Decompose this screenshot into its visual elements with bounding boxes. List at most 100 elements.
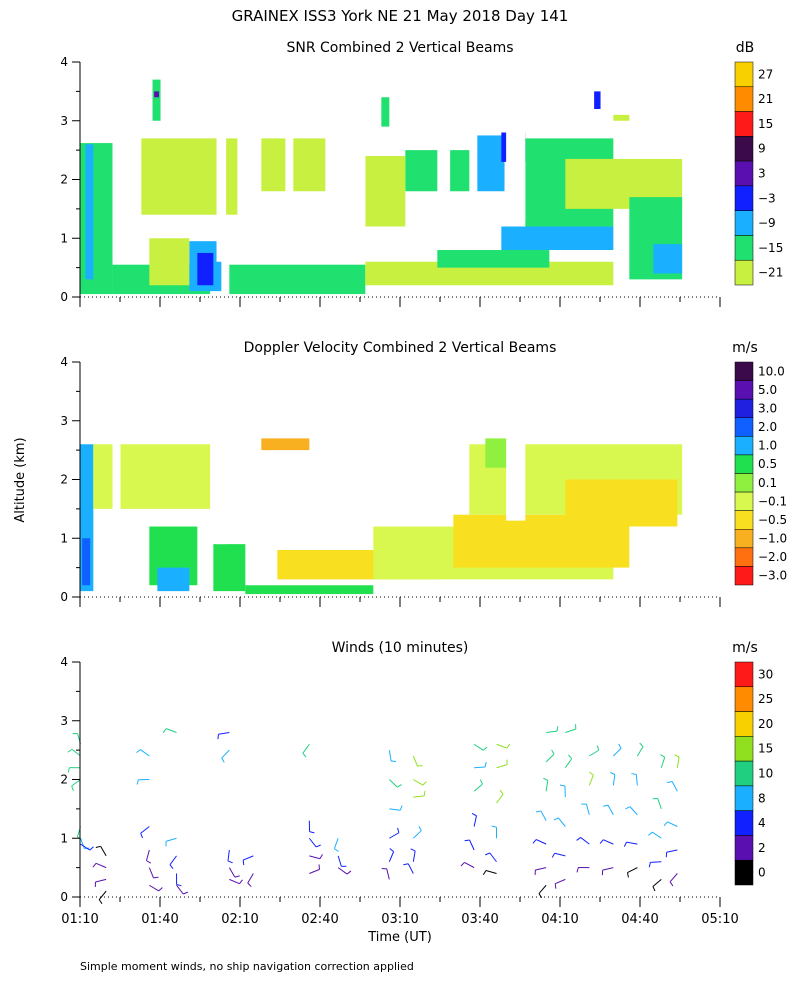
heatmap-cell	[82, 538, 91, 586]
wind-barb-flag	[315, 844, 321, 848]
colorbar-swatch	[734, 736, 754, 762]
wind-barb-flag	[89, 846, 94, 851]
colorbar-swatch	[734, 491, 754, 511]
wind-barb-flag	[648, 862, 651, 868]
plot-area	[80, 79, 683, 295]
wind-barb-flag	[464, 839, 470, 842]
colorbar-label: 30	[758, 667, 773, 681]
colorbar-label: −1.0	[758, 532, 787, 546]
wind-barb-flag	[71, 785, 74, 791]
y-tick-label: 4	[60, 55, 68, 69]
wind-barb-flag	[418, 826, 422, 831]
wind-barb	[388, 750, 392, 762]
wind-barb	[140, 826, 150, 834]
colorbar-swatch	[734, 136, 754, 162]
panel-2: Doppler Velocity Combined 2 Vertical Bea…	[60, 340, 787, 607]
colorbar-label: 10.0	[758, 364, 785, 378]
wind-barb	[140, 749, 150, 757]
colorbar-swatch	[734, 510, 754, 530]
wind-barb	[80, 838, 85, 849]
wind-barb-flag	[390, 760, 397, 763]
wind-barb-flag	[618, 743, 622, 749]
wind-barb	[165, 837, 177, 842]
wind-barb-flag	[559, 784, 566, 787]
wind-barb-flag	[417, 765, 423, 767]
wind-barb-flag	[482, 870, 487, 876]
colorbar-swatch	[734, 86, 754, 112]
colorbar-label: 3	[758, 167, 766, 181]
colorbar-label: −2.0	[758, 550, 787, 564]
colorbar-swatch	[734, 259, 754, 286]
plot-area	[80, 420, 683, 595]
wind-barb-flag	[67, 767, 71, 773]
wind-barb-flag	[153, 876, 159, 879]
wind-barb	[540, 810, 547, 821]
heatmap-cell	[152, 79, 161, 121]
wind-barb-flag	[217, 734, 219, 740]
colorbar-label: 8	[758, 791, 766, 805]
y-tick-label: 4	[60, 655, 68, 669]
x-tick-label: 02:10	[221, 912, 258, 927]
heatmap-cell	[157, 567, 190, 592]
wind-barb-flag	[506, 743, 511, 749]
wind-barb-flag	[576, 867, 579, 873]
y-tick-label: 0	[60, 590, 68, 604]
colorbar-label: 4	[758, 816, 766, 830]
wind-barb-flag	[669, 881, 674, 887]
wind-barb	[657, 798, 662, 810]
wind-barb	[651, 831, 662, 839]
wind-barb-flag	[242, 860, 245, 866]
heatmap-cell	[365, 156, 406, 227]
data-gap	[349, 120, 366, 227]
wind-barb-flag	[538, 893, 543, 899]
wind-barb-flag	[162, 728, 167, 733]
data-gap	[437, 120, 451, 221]
x-tick-label: 01:40	[141, 912, 178, 927]
wind-barb	[407, 863, 414, 874]
wind-barb-flag	[92, 862, 97, 868]
wind-barb	[176, 884, 184, 895]
colorbar-swatch	[734, 686, 754, 712]
wind-barb	[412, 850, 416, 862]
wind-barb-flag	[183, 891, 189, 895]
wind-barb	[388, 851, 395, 862]
colorbar-label: 21	[758, 92, 773, 106]
wind-barb-flag	[596, 745, 600, 751]
heatmap-cell	[197, 252, 214, 286]
data-gap	[285, 120, 294, 262]
heatmap-cell	[261, 438, 310, 451]
wind-barb	[545, 753, 555, 763]
wind-barb	[166, 728, 177, 733]
colorbar-label: 0.1	[758, 476, 777, 490]
wind-barb	[388, 779, 398, 788]
colorbar-swatch	[734, 235, 754, 261]
colorbar-swatch	[734, 785, 754, 811]
heatmap-cell	[501, 226, 614, 250]
colorbar-swatch	[734, 835, 754, 861]
data-gap	[437, 420, 451, 521]
wind-barb	[603, 839, 614, 845]
x-tick-label: 02:40	[301, 912, 338, 927]
x-tick-label: 03:40	[461, 912, 498, 927]
wind-barb	[650, 861, 662, 863]
wind-barb-flag	[221, 757, 225, 763]
wind-barb-flag	[491, 825, 497, 828]
wind-barb	[308, 837, 317, 848]
colorbar-label: 5.0	[758, 383, 777, 397]
wind-barb	[474, 766, 486, 769]
wind-barb-flag	[625, 806, 631, 810]
x-tick-label: 03:10	[381, 912, 418, 927]
wind-barb-flag	[660, 754, 666, 758]
data-gap	[112, 438, 121, 562]
wind-barb	[337, 867, 348, 875]
wind-barb	[413, 779, 424, 786]
wind-barb	[565, 728, 576, 733]
colorbar-swatch	[734, 417, 754, 437]
wind-barb-flag	[532, 839, 537, 844]
wind-barb-flag	[553, 817, 559, 821]
wind-barb	[629, 806, 638, 816]
wind-barb-flag	[551, 852, 556, 858]
x-tick-label: 05:10	[701, 912, 738, 927]
wind-barb	[71, 779, 81, 787]
x-tick-label: 01:10	[61, 912, 98, 927]
